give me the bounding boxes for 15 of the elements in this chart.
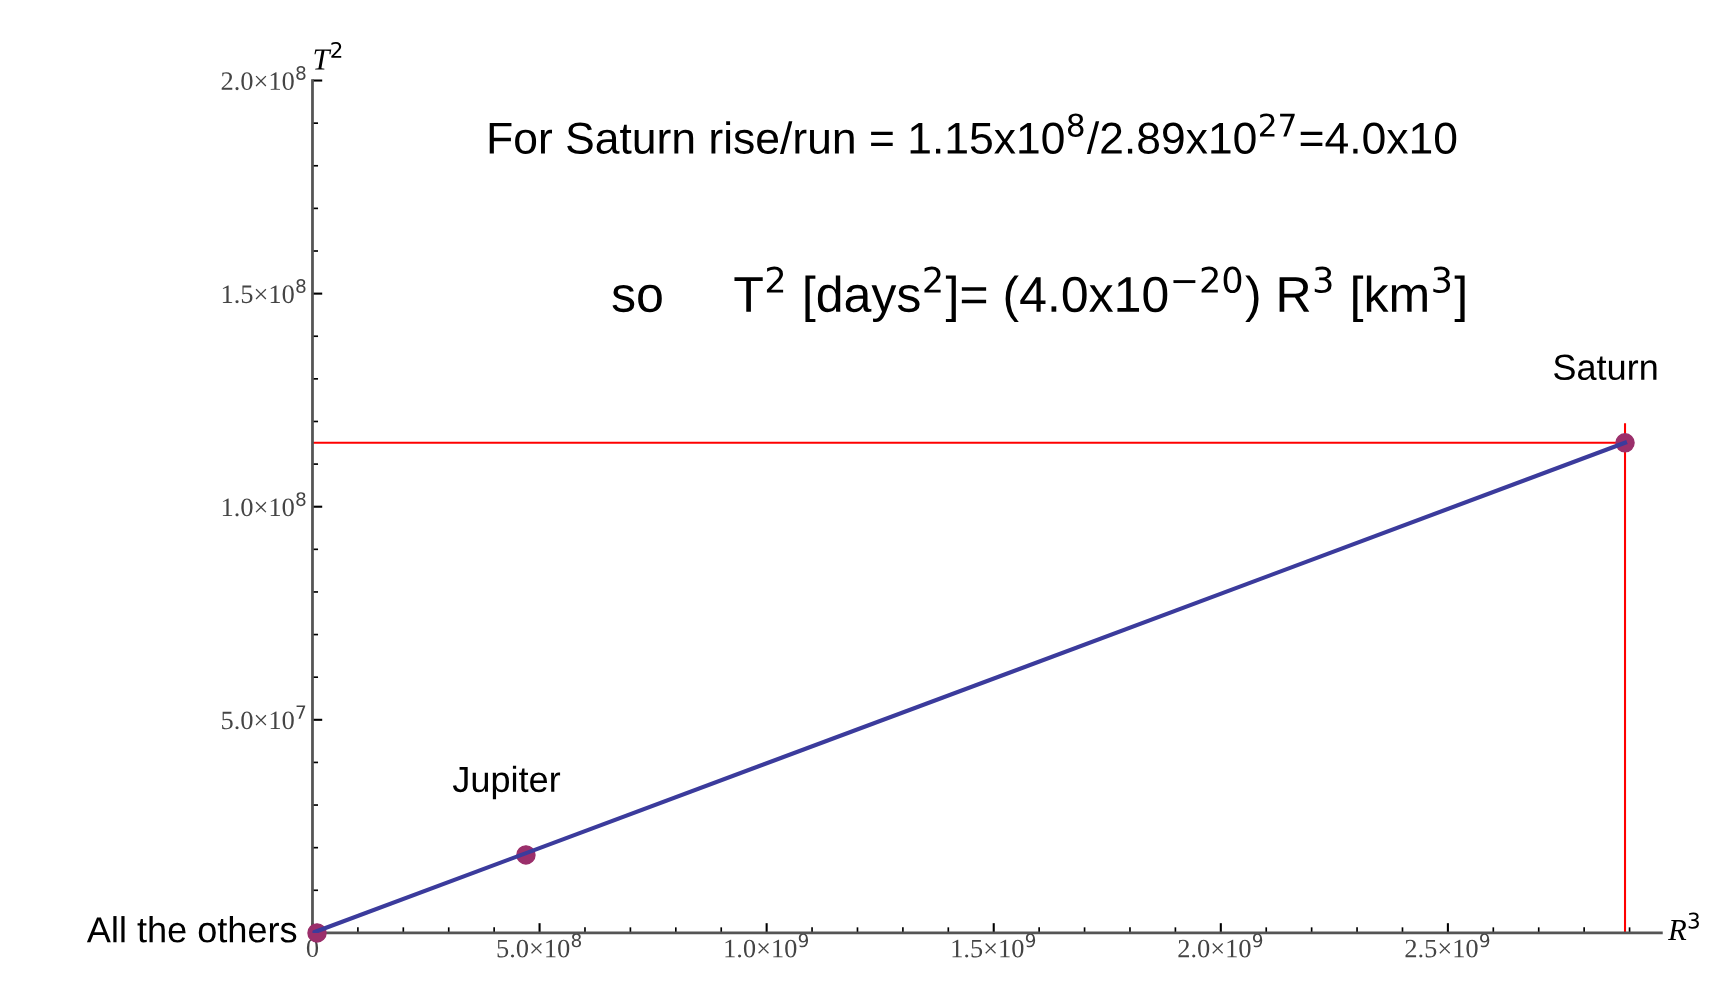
y-tick-label: 1.5×10$^{8}$ <box>222 279 306 304</box>
x-tick-label: 1.5×10$^{9}$ <box>952 933 1036 958</box>
x-tick-label: 2.0×10$^{9}$ <box>1178 933 1263 958</box>
y-tick-label: 1.0×10$^{8}$ <box>222 492 306 517</box>
x-tick-label: 1.0×10$^{9}$ <box>725 933 809 958</box>
annotation: All the others <box>86 916 297 943</box>
y-axis-title: T$^{2}$ <box>314 41 342 70</box>
y-tick-label: 2.0×10$^{8}$ <box>221 65 306 91</box>
y-tick-label: 5.0×10$^{7}$ <box>222 705 306 730</box>
text: so T$^{2}$ [days$^{2}$]= (4.0x10$^{−20}$) R$^{3}$ [km$^{3}$] <box>612 266 1465 323</box>
annotation: Jupiter <box>452 765 561 800</box>
annotation: For Saturn rise/run = 1.15x10$^{8}$/2.89x10$^{27}$=4.0x10 <box>489 113 1457 154</box>
x-tick-label: 5.0×10$^{8}$ <box>497 933 582 958</box>
x-axis-title: R$^{3}$ <box>1667 912 1699 941</box>
annotation: Saturn <box>1554 354 1657 381</box>
